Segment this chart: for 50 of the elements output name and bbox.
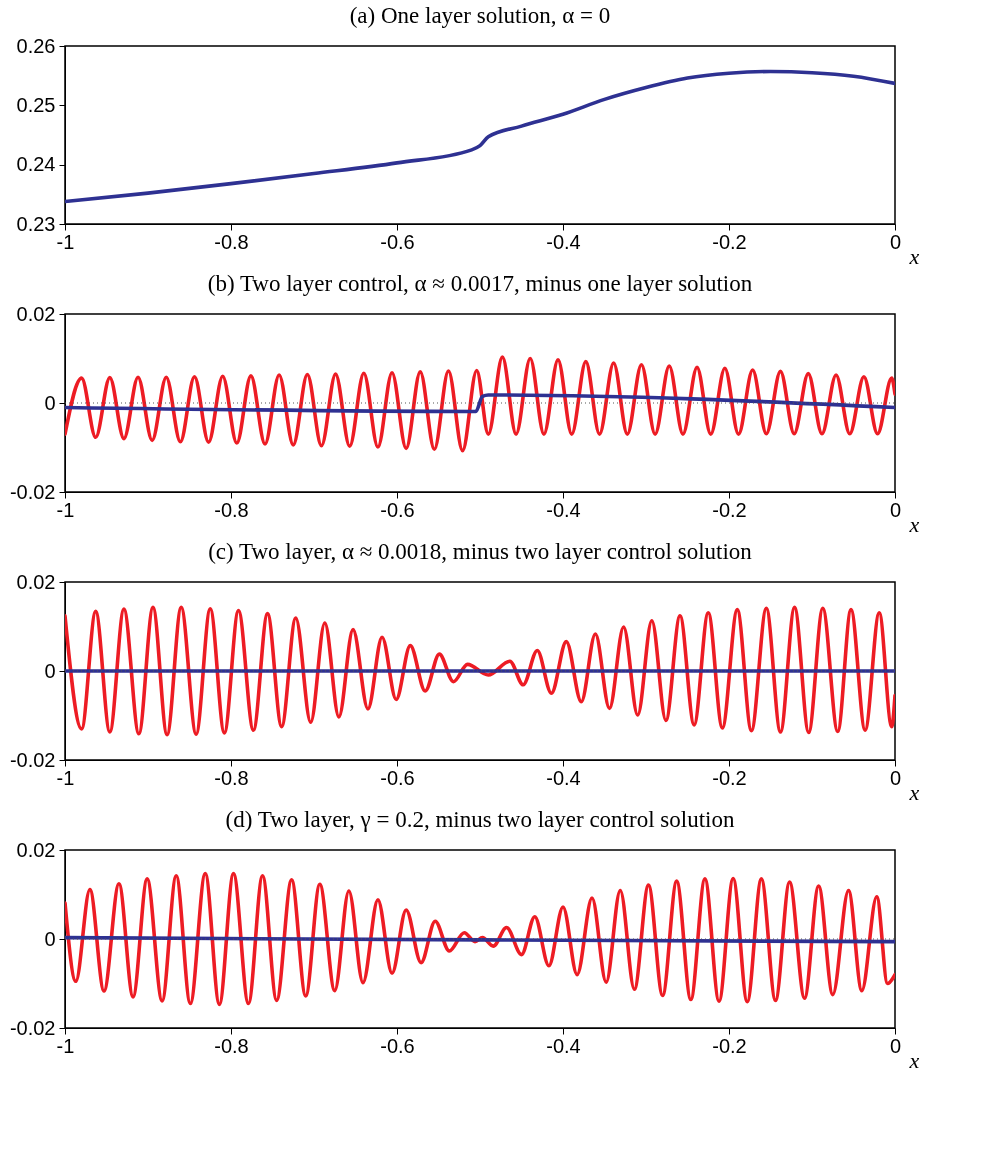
line-series bbox=[65, 355, 895, 453]
x-axis-title: x bbox=[908, 511, 920, 537]
y-tick-label: 0.24 bbox=[16, 153, 56, 176]
x-tick-label: 0 bbox=[889, 1034, 902, 1057]
x-tick-label: -0.4 bbox=[546, 766, 581, 789]
y-tick-label: 0 bbox=[44, 659, 56, 682]
y-tick-label: -0.02 bbox=[9, 1016, 56, 1039]
x-tick-label: -0.6 bbox=[380, 766, 415, 789]
x-tick-label: 0 bbox=[889, 766, 902, 789]
y-tick-label: 0.23 bbox=[16, 212, 56, 235]
line-series bbox=[65, 871, 895, 1007]
x-tick-label: -1 bbox=[56, 766, 75, 789]
x-tick-label: -1 bbox=[56, 230, 75, 253]
x-tick-label: 0 bbox=[889, 230, 902, 253]
x-axis-title: x bbox=[908, 779, 920, 805]
y-tick-label: 0.02 bbox=[16, 302, 56, 325]
chart-title: (a) One layer solution, α = 0 bbox=[349, 3, 611, 28]
x-tick-label: -0.4 bbox=[546, 1034, 581, 1057]
y-tick-label: 0.26 bbox=[16, 34, 56, 57]
line-series bbox=[65, 605, 895, 737]
y-tick-label: 0 bbox=[44, 927, 56, 950]
chart-title: (c) Two layer, α ≈ 0.0018, minus two layer control solution bbox=[208, 539, 753, 564]
x-axis-title: x bbox=[908, 1047, 920, 1073]
x-tick-label: -0.2 bbox=[712, 1034, 747, 1057]
x-tick-label: -0.8 bbox=[214, 230, 249, 253]
x-tick-label: -0.2 bbox=[712, 766, 747, 789]
line-series bbox=[65, 393, 895, 414]
y-tick-label: 0.25 bbox=[16, 93, 56, 116]
x-tick-label: -0.8 bbox=[214, 498, 249, 521]
x-tick-label: -0.2 bbox=[712, 230, 747, 253]
x-axis-title: x bbox=[908, 243, 920, 269]
x-tick-label: -0.6 bbox=[380, 498, 415, 521]
y-tick-label: -0.02 bbox=[9, 480, 56, 503]
chart-title: (b) Two layer control, α ≈ 0.0017, minus one layer solution bbox=[207, 271, 753, 296]
x-tick-label: -0.4 bbox=[546, 498, 581, 521]
x-tick-label: -0.8 bbox=[214, 766, 249, 789]
x-tick-label: -0.8 bbox=[214, 1034, 249, 1057]
y-tick-label: 0.02 bbox=[16, 838, 56, 861]
x-tick-label: -0.6 bbox=[380, 230, 415, 253]
line-series bbox=[65, 69, 895, 204]
x-tick-label: -0.6 bbox=[380, 1034, 415, 1057]
chart-title: (d) Two layer, γ = 0.2, minus two layer control solution bbox=[225, 807, 735, 832]
x-tick-label: 0 bbox=[889, 498, 902, 521]
y-tick-label: 0 bbox=[44, 391, 56, 414]
y-tick-label: -0.02 bbox=[9, 748, 56, 771]
x-tick-label: -0.2 bbox=[712, 498, 747, 521]
y-tick-label: 0.02 bbox=[16, 570, 56, 593]
x-tick-label: -1 bbox=[56, 1034, 75, 1057]
x-tick-label: -0.4 bbox=[546, 230, 581, 253]
x-tick-label: -1 bbox=[56, 498, 75, 521]
